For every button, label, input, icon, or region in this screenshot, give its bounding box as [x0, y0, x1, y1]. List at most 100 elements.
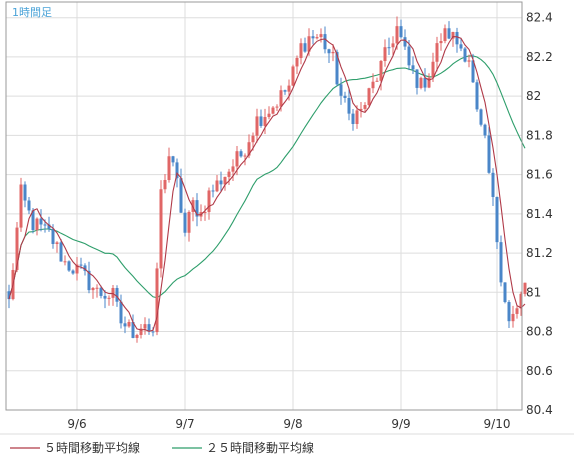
candle-body [419, 77, 423, 88]
candle-body [267, 113, 271, 118]
candle-body [175, 162, 179, 179]
y-tick-label: 80.4 [526, 403, 553, 417]
candle-body [515, 308, 519, 314]
x-tick-label: 9/7 [175, 417, 194, 431]
candle-body [367, 88, 371, 106]
candle-body [107, 297, 111, 299]
candle-body [183, 212, 187, 233]
candle-body [59, 242, 63, 262]
ma5-line [8, 36, 526, 332]
candle-body [215, 180, 219, 192]
candle-body [431, 61, 435, 78]
candle-body [171, 156, 175, 163]
candle-body [415, 69, 419, 88]
candle-body [203, 212, 207, 214]
candle-body [403, 37, 407, 47]
candle-body [179, 178, 183, 213]
candle-body [263, 117, 267, 126]
candle-body [147, 324, 151, 332]
candle-body [443, 28, 447, 42]
candle-body [427, 77, 431, 88]
candle-body [75, 264, 79, 274]
candle-body [499, 242, 503, 283]
y-tick-label: 82.4 [526, 11, 553, 25]
candle-body [39, 218, 43, 225]
y-tick-label: 82 [526, 89, 541, 103]
candle-body [63, 261, 67, 263]
candle-body [467, 60, 471, 62]
candle-body [375, 80, 379, 82]
candle-body [239, 151, 243, 157]
candle-body [163, 180, 167, 190]
candle-body [523, 282, 527, 294]
candle-body [255, 116, 259, 136]
candle-body [35, 218, 39, 231]
candle-body [407, 46, 411, 66]
candle-body [447, 28, 451, 39]
candle-body [155, 268, 159, 333]
candle-body [123, 323, 127, 327]
candle-body [363, 105, 367, 109]
candle-body [411, 65, 415, 70]
chart-title: 1時間足 [12, 6, 52, 19]
candle-body [387, 47, 391, 49]
candle-body [139, 328, 143, 335]
candle-body [55, 242, 59, 245]
candle-body [491, 172, 495, 197]
candle-body [459, 44, 463, 49]
y-tick-label: 80.6 [526, 364, 553, 378]
candle-body [135, 334, 139, 338]
x-tick-label: 9/6 [67, 417, 86, 431]
candle-body [327, 49, 331, 54]
plot-frame [5, 1, 523, 411]
candle-body [259, 116, 263, 126]
candle-body [435, 43, 439, 62]
candle-body [131, 321, 135, 338]
candle-body [463, 48, 467, 62]
candle-body [315, 37, 319, 39]
candle-body [95, 287, 99, 289]
candle-body [103, 295, 107, 299]
candle-body [347, 97, 351, 114]
candle-body [339, 84, 343, 96]
candle-body [251, 135, 255, 143]
candle-body [47, 224, 51, 229]
candle-body [19, 184, 23, 228]
candle-body [451, 31, 455, 39]
candle-body [351, 113, 355, 124]
candle-body [471, 60, 475, 83]
candle-body [247, 142, 251, 156]
candle-body [519, 293, 523, 309]
candle-body [187, 211, 191, 233]
y-tick-label: 80.8 [526, 325, 553, 339]
candle-body [483, 124, 487, 136]
candle-body [335, 51, 339, 85]
candle-body [7, 291, 11, 300]
candle-body [323, 34, 327, 50]
candle-body [311, 36, 315, 39]
candle-body [399, 26, 403, 38]
candle-body [71, 270, 75, 274]
candle-body [31, 210, 35, 231]
candle-body [479, 109, 483, 125]
candle-body [79, 264, 83, 266]
candle-body [275, 106, 279, 108]
candle-body [119, 301, 123, 324]
candle-body [151, 331, 155, 333]
legend: ５時間移動平均線 ２５時間移動平均線 [10, 440, 314, 455]
candle-body [207, 190, 211, 213]
y-tick-label: 81 [526, 285, 541, 299]
candle-body [83, 265, 87, 271]
candle-body [195, 200, 199, 217]
x-tick-label: 9/10 [484, 417, 511, 431]
plot-area [6, 2, 522, 410]
y-tick-label: 81.4 [526, 207, 553, 221]
candle-body [355, 110, 359, 124]
candle-body [99, 287, 103, 296]
candle-body [211, 190, 215, 192]
candle-body [295, 57, 299, 67]
candle-body [235, 151, 239, 167]
legend-ma5-label: ５時間移動平均線 [44, 440, 140, 455]
candle-body [115, 288, 119, 302]
